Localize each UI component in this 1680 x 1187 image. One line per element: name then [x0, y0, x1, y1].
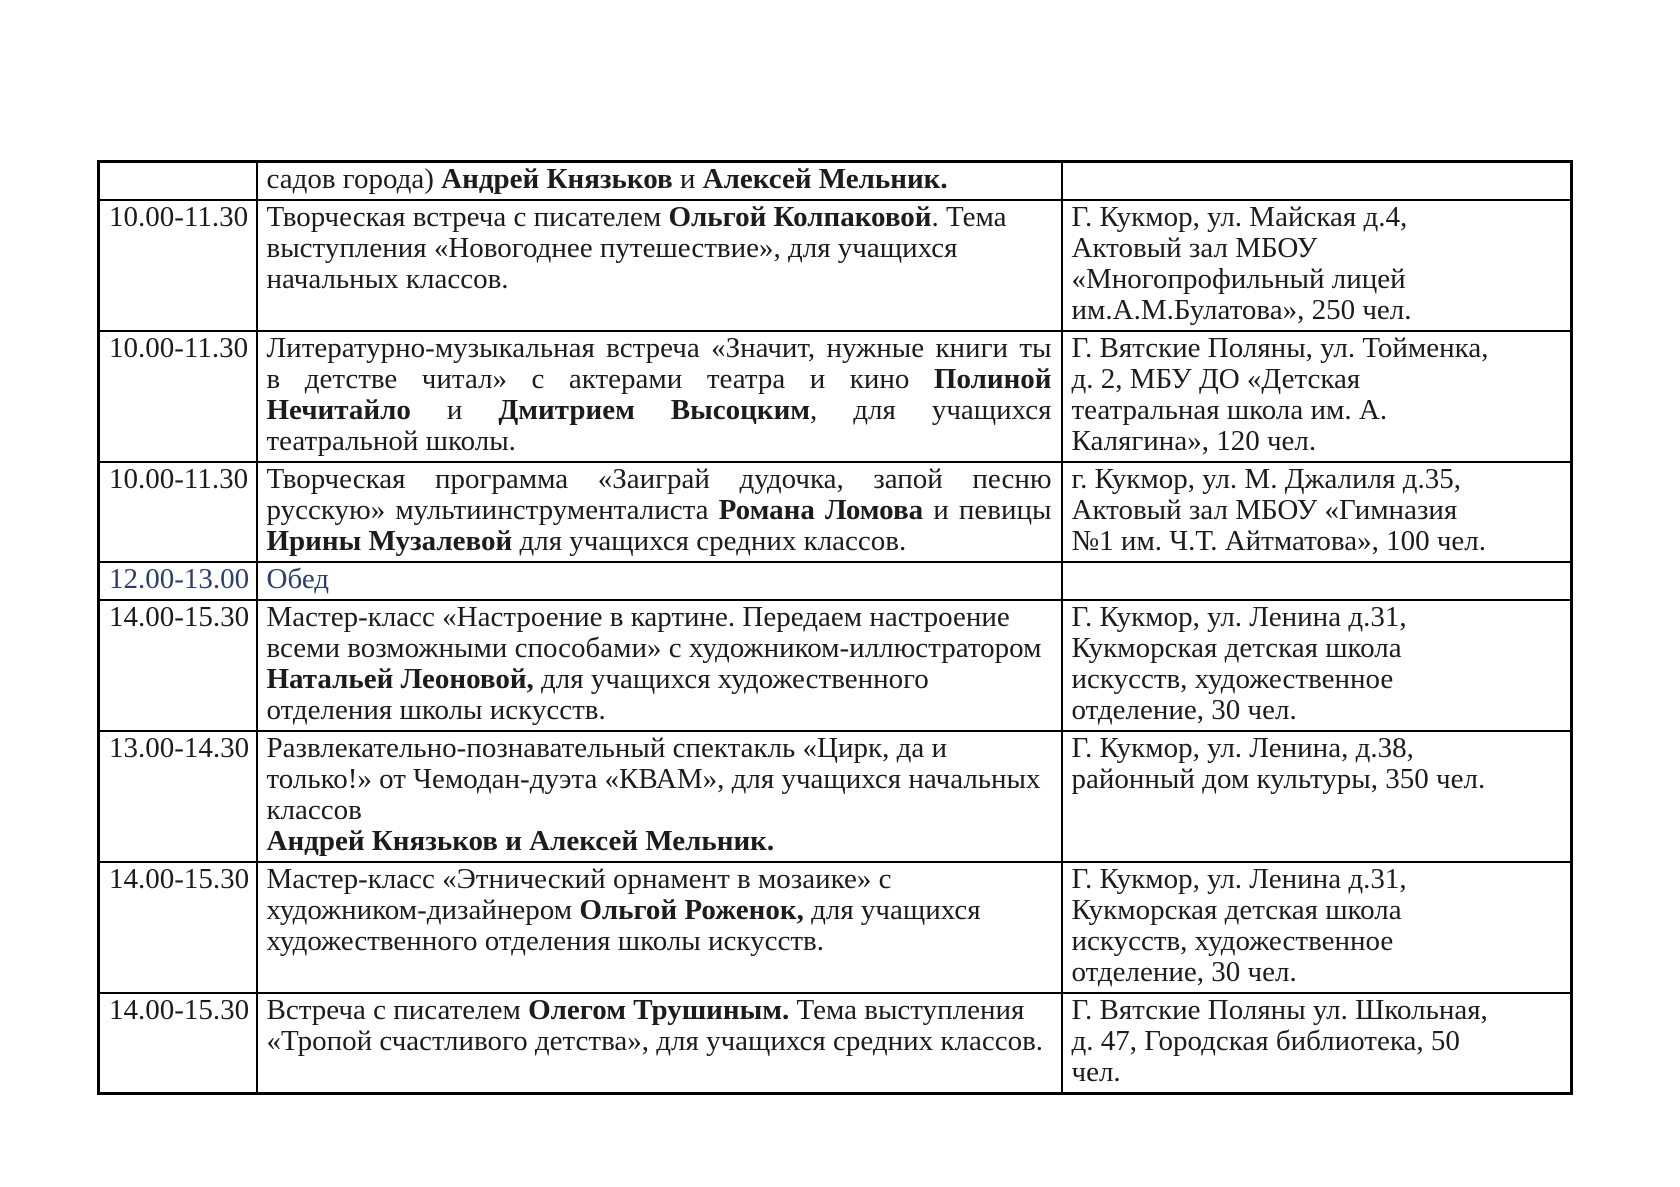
time-cell: 12.00-13.00: [97, 561, 258, 601]
description-bold-text: Ирины Музалевой: [266, 525, 513, 557]
location-cell: Г. Кукмор, ул. Ленина, д.38, районный до…: [1060, 730, 1573, 863]
description-bold-text: Олегом Трушиным.: [528, 994, 790, 1026]
table-row: 10.00-11.30 Творческая встреча с писателе…: [97, 199, 1573, 332]
description-cell: Обед: [255, 561, 1063, 601]
description-text: Обед: [266, 563, 330, 595]
description-bold-text: Андрей Князьков и Алексей Мельник.: [266, 825, 775, 857]
description-cell: Развлекательно-познавательный спектакль …: [255, 730, 1063, 863]
description-text: для учащихся средних классов.: [512, 525, 907, 557]
description-cell: Творческая программа «Заиграй дудочка, з…: [255, 461, 1063, 563]
table-row: садов города) Андрей Князьков и Алексей …: [97, 160, 1573, 201]
description-bold-text: Ольгой Колпаковой: [668, 201, 932, 233]
table-row: 14.00-15.30 Мастер-класс «Этнический орна…: [97, 861, 1573, 994]
description-cell: Мастер-класс «Настроение в картине. Пере…: [255, 599, 1063, 732]
table-row: 14.00-15.30 Встреча с писателем Олегом Тр…: [97, 992, 1573, 1095]
description-bold-text: Полиной Нечитайло: [266, 363, 1052, 426]
description-text: и певицы: [923, 494, 1052, 526]
description-text: для учащихся художественного отделения ш…: [266, 894, 981, 957]
table-row: 14.00-15.30 Мастер-класс «Настроение в ка…: [97, 599, 1573, 732]
time-cell: 10.00-11.30: [97, 199, 258, 332]
description-bold-text: Андрей Князьков: [441, 163, 673, 195]
location-cell: [1060, 561, 1573, 601]
description-text: Творческая встреча с писателем: [266, 201, 669, 233]
location-cell: Г. Кукмор, ул. Майская д.4, Актовый зал …: [1060, 199, 1573, 332]
description-bold-text: Дмитрием Высоцким: [498, 394, 811, 426]
description-cell: садов города) Андрей Князьков и Алексей …: [255, 160, 1063, 201]
description-text: Развлекательно-познавательный спектакль …: [266, 732, 1041, 826]
table-row: 10.00-11.30 Литературно-музыкальная встре…: [97, 330, 1573, 463]
time-cell: 10.00-11.30: [97, 461, 258, 563]
table-row: 10.00-11.30 Творческая программа «Заиграй…: [97, 461, 1573, 563]
time-cell: 13.00-14.30: [97, 730, 258, 863]
description-text: Тема выступления «Тропой счастливого дет…: [266, 994, 1044, 1057]
table-row: 12.00-13.00 Обед: [97, 561, 1573, 601]
description-text: и: [410, 394, 499, 426]
description-cell: Творческая встреча с писателем Ольгой Ко…: [255, 199, 1063, 332]
description-cell: Литературно-музыкальная встреча «Значит,…: [255, 330, 1063, 463]
description-text: Творческая программа «Заиграй дудочка, з…: [266, 463, 1052, 526]
location-cell: Г. Кукмор, ул. Ленина д.31, Кукморская д…: [1060, 861, 1573, 994]
location-cell: [1060, 160, 1573, 201]
description-text: Мастер-класс «Настроение в картине. Пере…: [266, 601, 1042, 664]
description-text: Мастер-класс «Этнический орнамент в моза…: [266, 863, 892, 926]
time-cell: 14.00-15.30: [97, 992, 258, 1095]
location-cell: Г. Вятские Поляны ул. Школьная, д. 47, Г…: [1060, 992, 1573, 1095]
time-cell: 14.00-15.30: [97, 599, 258, 732]
schedule-table: садов города) Андрей Князьков и Алексей …: [97, 160, 1573, 1095]
description-text: садов города): [266, 163, 442, 195]
description-bold-text: Алексей Мельник.: [702, 163, 948, 195]
time-cell: 14.00-15.30: [97, 861, 258, 994]
description-cell: Встреча с писателем Олегом Трушиным. Тем…: [255, 992, 1063, 1095]
time-cell: 10.00-11.30: [97, 330, 258, 463]
description-bold-text: Натальей Леоновой,: [266, 663, 534, 695]
description-text: , для учащихся театральной школы.: [266, 394, 1052, 457]
description-text: и: [672, 163, 703, 195]
time-cell: [97, 160, 258, 201]
description-cell: Мастер-класс «Этнический орнамент в моза…: [255, 861, 1063, 994]
description-bold-text: Ольгой Роженок,: [579, 894, 804, 926]
description-bold-text: Романа Ломова: [718, 494, 924, 526]
table-row: 13.00-14.30 Развлекательно-познавательный…: [97, 730, 1573, 863]
description-text: . Тема выступления «Новогоднее путешеств…: [266, 201, 1007, 295]
schedule-table-body: садов города) Андрей Князьков и Алексей …: [97, 160, 1573, 1095]
description-text: Литературно-музыкальная встреча «Значит,…: [266, 332, 1052, 395]
location-cell: г. Кукмор, ул. М. Джалиля д.35, Актовый …: [1060, 461, 1573, 563]
description-text: для учащихся художественного отделения ш…: [266, 663, 929, 726]
location-cell: Г. Кукмор, ул. Ленина д.31, Кукморская д…: [1060, 599, 1573, 732]
location-cell: Г. Вятские Поляны, ул. Тойменка, д. 2, М…: [1060, 330, 1573, 463]
description-text: Встреча с писателем: [266, 994, 529, 1026]
